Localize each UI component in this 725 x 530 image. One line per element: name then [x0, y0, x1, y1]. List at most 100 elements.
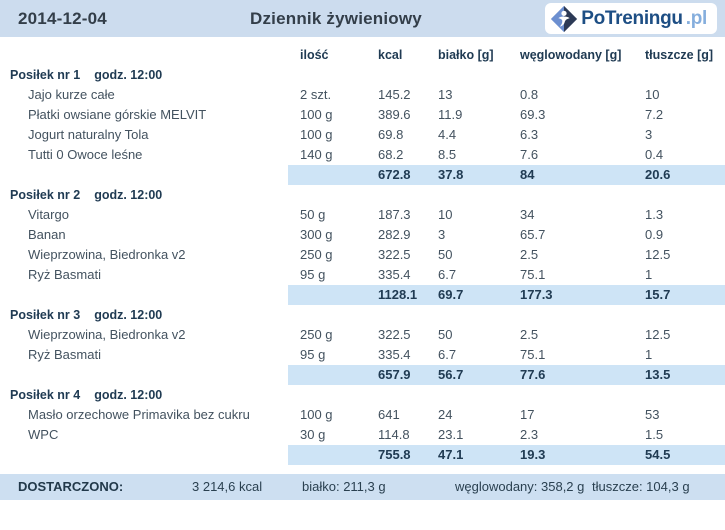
food-carbs: 2.5: [520, 327, 539, 342]
food-name: Ryż Basmati: [28, 347, 101, 362]
total-carbs: 19.3: [520, 447, 546, 462]
meal-time: godz. 12:00: [94, 308, 163, 322]
food-kcal: 68.2: [378, 147, 404, 162]
meal-name: Posiłek nr 4: [10, 388, 81, 402]
food-fat: 1: [645, 347, 653, 362]
food-protein: 23.1: [438, 427, 464, 442]
food-protein: 50: [438, 327, 453, 342]
total-carbs: 84: [520, 167, 535, 182]
meal-total-row: 1128.1 69.7 177.3 15.7: [0, 285, 725, 305]
food-kcal: 335.4: [378, 347, 411, 362]
logo-brand-text: PoTreningu: [581, 7, 683, 29]
food-amount: 250 g: [300, 327, 333, 342]
food-name: Ryż Basmati: [28, 267, 101, 282]
food-carbs: 17: [520, 407, 535, 422]
food-fat: 0.9: [645, 227, 664, 242]
food-carbs: 69.3: [520, 107, 546, 122]
food-name: Vitargo: [28, 207, 69, 222]
food-protein: 4.4: [438, 127, 457, 142]
food-carbs: 75.1: [520, 347, 546, 362]
meal-name: Posiłek nr 3: [10, 308, 81, 322]
food-name: Wieprzowina, Biedronka v2: [28, 247, 186, 262]
food-kcal: 389.6: [378, 107, 411, 122]
food-name: Masło orzechowe Primavika bez cukru: [28, 407, 250, 422]
food-name: Jajo kurze całe: [28, 87, 115, 102]
total-kcal: 672.8: [378, 167, 411, 182]
food-name: Tutti 0 Owoce leśne: [28, 147, 143, 162]
food-fat: 1.3: [645, 207, 664, 222]
food-carbs: 2.5: [520, 247, 539, 262]
total-protein: 56.7: [438, 367, 464, 382]
food-name: Banan: [28, 227, 66, 242]
delivered-protein: białko: 211,3 g: [302, 479, 386, 494]
meal-name: Posiłek nr 2: [10, 188, 81, 202]
food-amount: 95 g: [300, 347, 326, 362]
empty-cell: [300, 365, 378, 385]
food-fat: 1: [645, 267, 653, 282]
food-protein: 10: [438, 207, 453, 222]
food-amount: 95 g: [300, 267, 326, 282]
total-fat: 13.5: [645, 367, 671, 382]
food-fat: 12.5: [645, 327, 671, 342]
food-row: Wieprzowina, Biedronka v2 250 g 322.5 50…: [0, 325, 725, 345]
meal-time: godz. 12:00: [94, 388, 163, 402]
total-carbs: 77.6: [520, 367, 546, 382]
food-carbs: 65.7: [520, 227, 546, 242]
meal-title: Posiłek nr 3 godz. 12:00: [0, 305, 725, 325]
food-kcal: 641: [378, 407, 400, 422]
potreningu-logo[interactable]: PoTreningu .pl: [545, 3, 717, 34]
food-fat: 3: [645, 127, 653, 142]
food-amount: 300 g: [300, 227, 333, 242]
food-name: Jogurt naturalny Tola: [28, 127, 149, 142]
empty-cell: [300, 165, 378, 185]
food-kcal: 282.9: [378, 227, 411, 242]
food-kcal: 335.4: [378, 267, 411, 282]
col-header-fat: tłuszcze [g]: [645, 48, 714, 62]
food-protein: 8.5: [438, 147, 457, 162]
empty-cell: [300, 285, 378, 305]
food-carbs: 2.3: [520, 427, 539, 442]
food-carbs: 0.8: [520, 87, 539, 102]
col-header-kcal: kcal: [378, 48, 403, 62]
meal-total-row: 672.8 37.8 84 20.6: [0, 165, 725, 185]
total-kcal: 755.8: [378, 447, 411, 462]
food-fat: 10: [645, 87, 660, 102]
meal-title: Posiłek nr 1 godz. 12:00: [0, 65, 725, 85]
food-kcal: 114.8: [378, 427, 410, 442]
total-fat: 20.6: [645, 167, 671, 182]
food-protein: 24: [438, 407, 453, 422]
total-kcal: 1128.1: [378, 287, 418, 302]
total-protein: 37.8: [438, 167, 464, 182]
total-fat: 15.7: [645, 287, 671, 302]
food-row: Płatki owsiane górskie MELVIT 100 g 389.…: [0, 105, 725, 125]
meal-total-row: 755.8 47.1 19.3 54.5: [0, 445, 725, 465]
page-title: Dziennik żywieniowy: [250, 9, 422, 28]
meal-name: Posiłek nr 1: [10, 68, 81, 82]
empty-cell: [0, 365, 300, 385]
food-amount: 100 g: [300, 127, 333, 142]
food-protein: 6.7: [438, 267, 457, 282]
total-fat: 54.5: [645, 447, 671, 462]
totals-bar: DOSTARCZONO: 3 214,6 kcal białko: 211,3 …: [0, 474, 725, 500]
food-name: Wieprzowina, Biedronka v2: [28, 327, 186, 342]
food-kcal: 145.2: [378, 87, 411, 102]
food-amount: 100 g: [300, 107, 333, 122]
food-row: Banan 300 g 282.9 3 65.7 0.9: [0, 225, 725, 245]
delivered-carbs: węglowodany: 358,2 g: [455, 479, 585, 494]
food-kcal: 187.3: [378, 207, 411, 222]
food-protein: 3: [438, 227, 446, 242]
food-fat: 7.2: [645, 107, 664, 122]
total-protein: 47.1: [438, 447, 464, 462]
food-amount: 140 g: [300, 147, 333, 162]
food-kcal: 322.5: [378, 327, 411, 342]
delivered-kcal: 3 214,6 kcal: [192, 479, 263, 494]
food-name: WPC: [28, 427, 59, 442]
col-header-protein: białko [g]: [438, 48, 494, 62]
meal-header: Posiłek nr 2 godz. 12:00: [0, 185, 725, 205]
food-fat: 0.4: [645, 147, 664, 162]
food-kcal: 69.8: [378, 127, 404, 142]
food-row: WPC 30 g 114.8 23.1 2.3 1.5: [0, 425, 725, 445]
food-row: Jajo kurze całe 2 szt. 145.2 13 0.8 10: [0, 85, 725, 105]
food-kcal: 322.5: [378, 247, 411, 262]
total-kcal: 657.9: [378, 367, 411, 382]
